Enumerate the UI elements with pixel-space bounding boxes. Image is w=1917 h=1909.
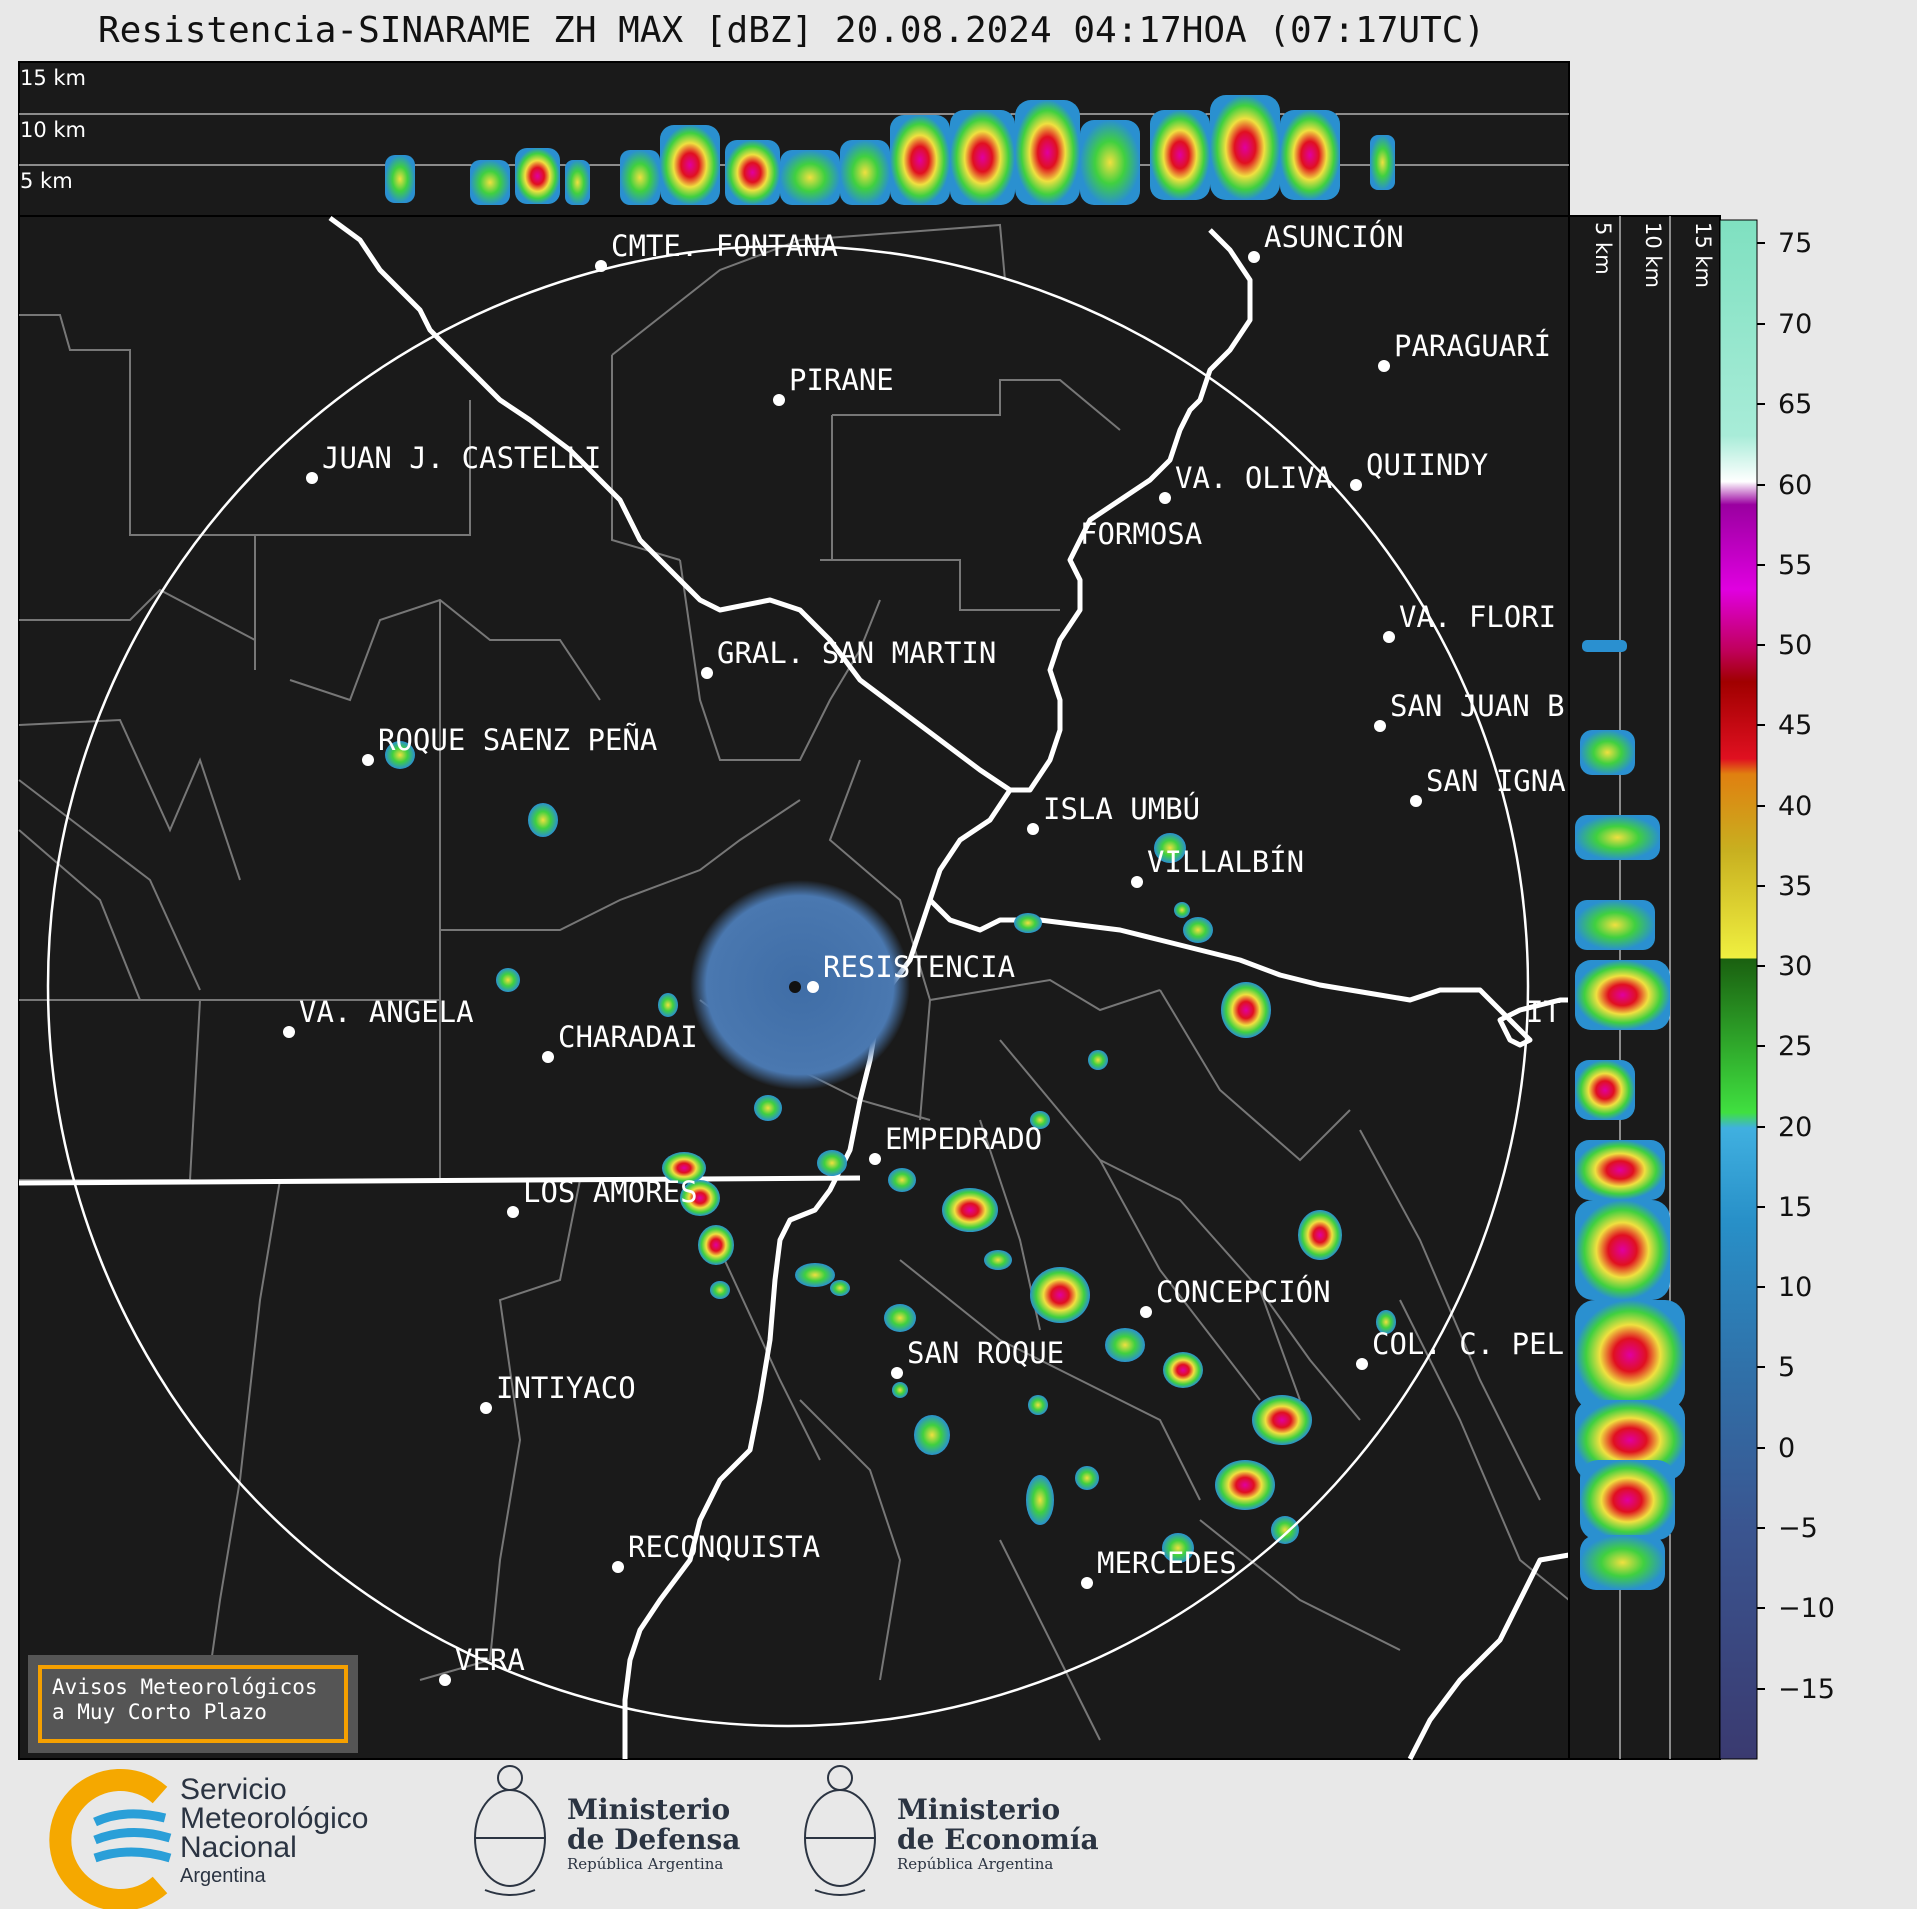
map-panel: CMTE. FONTANA ASUNCIÓN PARAGUARÍ PIRANE … [18, 215, 1570, 1761]
label-gral-san-martin: GRAL. SAN MARTIN [717, 636, 996, 670]
label-san-roque: SAN ROQUE [907, 1336, 1064, 1370]
label-va-angela: VA. ANGELA [299, 995, 474, 1029]
colorbar-tick-40: 40 [1778, 791, 1812, 822]
colorbar: 75 70 65 60 55 50 45 40 35 30 25 20 15 1… [1719, 219, 1835, 1760]
place-labels: CMTE. FONTANA ASUNCIÓN PARAGUARÍ PIRANE … [299, 220, 1566, 1677]
smn-logo-text: Servicio Meteorológico Nacional Argentin… [180, 1775, 368, 1891]
rivers-borders [18, 215, 1570, 1761]
label-san-igna: SAN IGNA [1426, 764, 1566, 798]
colorbar-tick-60: 60 [1778, 470, 1812, 501]
colorbar-tick-70: 70 [1778, 309, 1812, 340]
label-juan-j-castelli: JUAN J. CASTELLI [322, 441, 601, 475]
label-mercedes: MERCEDES [1097, 1546, 1237, 1580]
smn-logo-icon [49, 1769, 172, 1909]
label-va-flori: VA. FLORI [1399, 600, 1556, 634]
side-profile-echoes [1575, 640, 1685, 1590]
profile-label-5km: 5 km [20, 169, 73, 193]
label-reconquista: RECONQUISTA [628, 1530, 820, 1564]
colorbar-tick-30: 30 [1778, 951, 1812, 982]
defensa-logo-text: Ministerio de Defensa República Argentin… [567, 1793, 741, 1874]
label-empedrado: EMPEDRADO [885, 1122, 1042, 1156]
colorbar-tick-35: 35 [1778, 871, 1812, 902]
defensa-line1: Ministerio [567, 1793, 731, 1826]
economia-line1: Ministerio [897, 1793, 1061, 1826]
smn-line3: Nacional [180, 1831, 297, 1864]
side-label-15km: 15 km [1691, 222, 1715, 288]
range-ring [46, 244, 1530, 1728]
label-quiindy: QUIINDY [1366, 448, 1488, 482]
top-profile-echoes [385, 95, 1395, 205]
colorbar-tick-55: 55 [1778, 550, 1812, 581]
smn-line2: Meteorológico [180, 1802, 369, 1835]
radar-site [789, 981, 801, 993]
place-markers [283, 251, 1422, 1686]
smn-line1: Servicio [180, 1773, 287, 1806]
colorbar-tick-25: 25 [1778, 1031, 1812, 1062]
label-asuncion: ASUNCIÓN [1264, 220, 1404, 254]
colorbar-tick-minus15: −15 [1778, 1674, 1835, 1705]
economia-line2: de Economía [897, 1823, 1099, 1856]
defensa-coat-of-arms-icon [474, 1765, 546, 1896]
economia-line3: República Argentina [897, 1855, 1054, 1873]
label-resistencia: RESISTENCIA [823, 950, 1015, 984]
label-charadai: CHARADAI [558, 1020, 698, 1054]
avisos-button[interactable]: Avisos Meteorológicos a Muy Corto Plazo [28, 1655, 358, 1753]
avisos-line1: Avisos Meteorológicos [52, 1675, 318, 1699]
profile-label-10km: 10 km [20, 118, 86, 142]
avisos-line2: a Muy Corto Plazo [52, 1700, 267, 1724]
economia-coat-of-arms-icon [804, 1765, 876, 1896]
colorbar-tick-75: 75 [1778, 228, 1812, 259]
label-cmte-fontana: CMTE. FONTANA [611, 229, 838, 263]
label-los-amores: LOS AMORES [523, 1175, 698, 1209]
storm-cells [385, 741, 1396, 1563]
label-san-juan-b: SAN JUAN B [1390, 689, 1565, 723]
label-roque-saenz-pena: ROQUE SAENZ PEÑA [378, 723, 657, 757]
map-title: Resistencia-SINARAME ZH MAX [dBZ] 20.08.… [98, 10, 1486, 51]
label-intiyaco: INTIYACO [496, 1371, 636, 1405]
label-vera: VERA [455, 1643, 525, 1677]
side-label-5km: 5 km [1591, 222, 1615, 275]
colorbar-tick-20: 20 [1778, 1112, 1812, 1143]
colorbar-tick-10: 10 [1778, 1272, 1812, 1303]
label-isla-umbu: ISLA UMBÚ [1043, 792, 1200, 826]
colorbar-tick-45: 45 [1778, 710, 1812, 741]
colorbar-tick-15: 15 [1778, 1192, 1812, 1223]
colorbar-tick-minus10: −10 [1778, 1593, 1835, 1624]
colorbar-tick-50: 50 [1778, 630, 1812, 661]
label-va-oliva: VA. OLIVA [1175, 461, 1332, 495]
side-label-10km: 10 km [1641, 222, 1665, 288]
colorbar-ticks [1757, 242, 1765, 1690]
label-paraguari: PARAGUARÍ [1394, 329, 1551, 363]
label-concepcion: CONCEPCIÓN [1156, 1275, 1331, 1309]
label-it: IT [1526, 995, 1561, 1029]
defensa-line3: República Argentina [567, 1855, 724, 1873]
label-pirane: PIRANE [789, 363, 894, 397]
label-col-c-pel: COL. C. PEL [1372, 1327, 1564, 1361]
defensa-line2: de Defensa [567, 1823, 741, 1856]
label-villalbin: VILLALBÍN [1147, 845, 1304, 879]
profile-label-15km: 15 km [20, 66, 86, 90]
side-profile-panel: 5 km 10 km 15 km [1568, 215, 1721, 1760]
colorbar-tick-0: 0 [1778, 1433, 1795, 1464]
label-formosa: FORMOSA [1080, 517, 1202, 551]
smn-line4: Argentina [180, 1865, 266, 1887]
top-profile-panel: 15 km 10 km 5 km [18, 61, 1570, 217]
colorbar-tick-minus5: −5 [1778, 1513, 1818, 1544]
colorbar-tick-5: 5 [1778, 1352, 1795, 1383]
economia-logo-text: Ministerio de Economía República Argenti… [897, 1793, 1099, 1874]
colorbar-tick-65: 65 [1778, 389, 1812, 420]
